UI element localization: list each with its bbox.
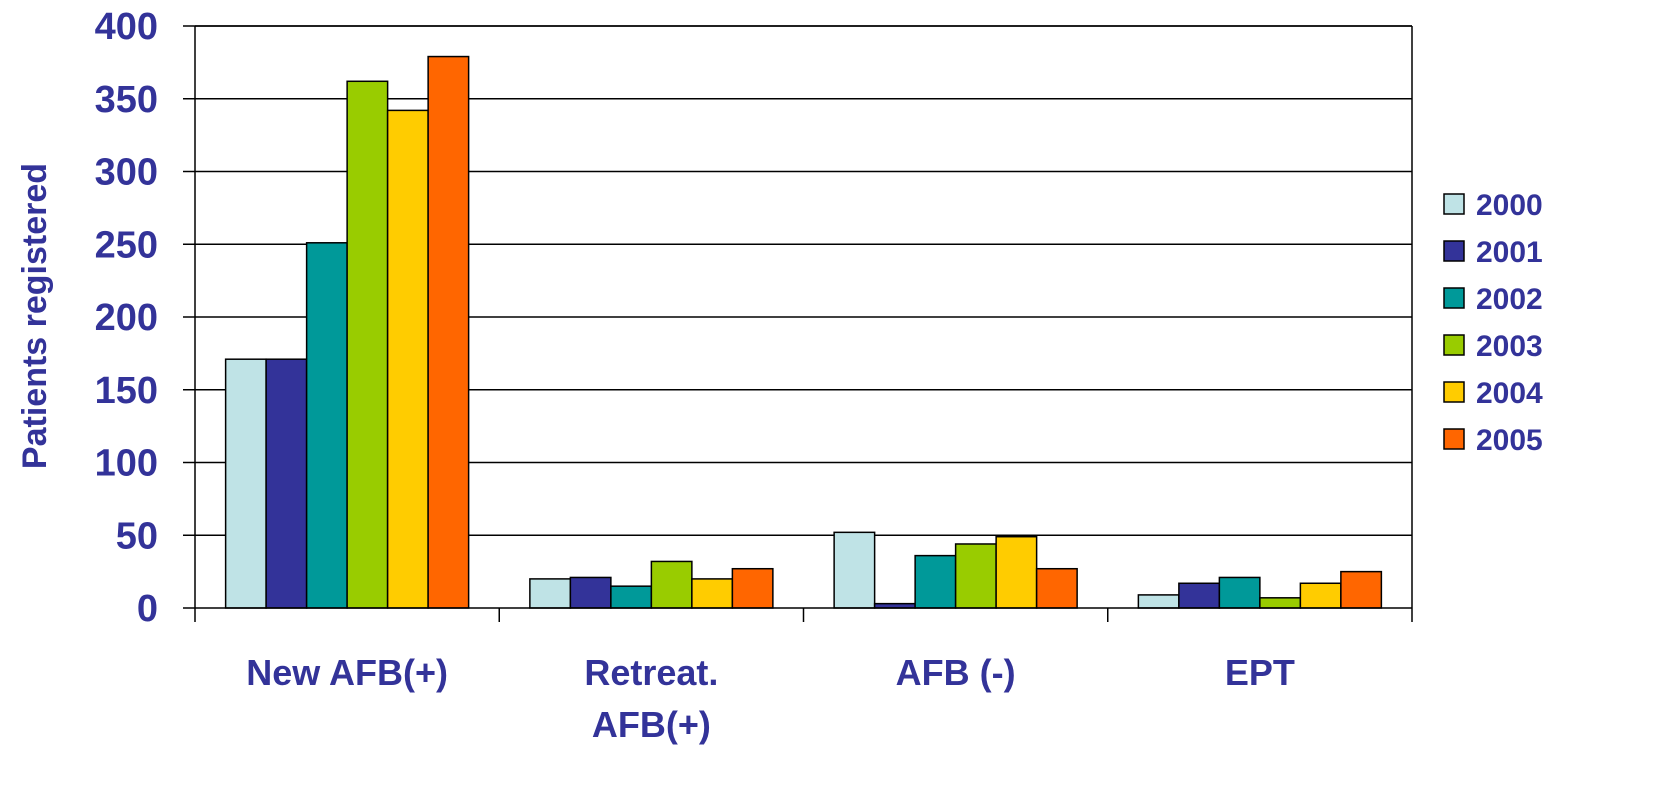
y-tick-label: 350	[95, 79, 158, 121]
bar-2002-cat-2	[914, 554, 957, 609]
legend-label-2004: 2004	[1476, 377, 1543, 410]
y-tick-label: 250	[95, 224, 158, 266]
bar-2005-cat-0	[427, 55, 470, 609]
bar-2001-cat-3	[1178, 582, 1221, 609]
bar-2002-cat-0	[305, 242, 348, 609]
bar-2000-cat-2	[833, 531, 876, 609]
legend-label-2003: 2003	[1476, 330, 1543, 363]
bar-2000-cat-0	[224, 358, 267, 609]
bar-2001-cat-0	[265, 358, 308, 609]
bar-2001-cat-1	[569, 576, 612, 609]
bar-2003-cat-0	[346, 80, 389, 609]
bar-2004-cat-0	[386, 109, 429, 609]
category-labels: New AFB(+) Retreat. AFB(+) AFB (-) EPT	[246, 652, 1295, 745]
y-tick-label: 0	[137, 588, 158, 630]
category-label: EPT	[1225, 652, 1295, 693]
legend-label-2001: 2001	[1476, 236, 1543, 269]
bar-2004-cat-3	[1299, 582, 1342, 609]
category-label: AFB (-)	[896, 652, 1016, 693]
y-axis-title: Patients registered	[16, 163, 54, 469]
y-tick-label: 100	[95, 443, 158, 485]
bar-2003-cat-3	[1259, 597, 1302, 609]
y-tick-label: 400	[95, 6, 158, 48]
axes	[194, 25, 1413, 622]
y-tick-label: 50	[116, 515, 158, 557]
bar-2005-cat-3	[1340, 570, 1383, 609]
legend-swatch-2002	[1443, 287, 1465, 309]
bar-2004-cat-1	[691, 578, 734, 609]
legend-swatch-2000	[1443, 193, 1465, 215]
y-tick-label: 150	[95, 370, 158, 412]
bars	[224, 55, 1383, 609]
legend-swatch-2004	[1443, 381, 1465, 403]
y-tick-label: 300	[95, 152, 158, 194]
bar-2002-cat-3	[1218, 576, 1261, 609]
legend-label-2002: 2002	[1476, 283, 1543, 316]
legend-swatch-2001	[1443, 240, 1465, 262]
category-label: New AFB(+)	[246, 652, 448, 693]
bar-2003-cat-2	[954, 543, 997, 609]
bar-2005-cat-2	[1035, 567, 1078, 609]
bar-2002-cat-1	[610, 585, 653, 609]
y-tick-label: 200	[95, 297, 158, 339]
bar-2000-cat-1	[529, 578, 572, 609]
bar-2005-cat-1	[731, 567, 774, 609]
y-tick-labels: 0 50 100 150 200 250 300 350 400	[95, 6, 158, 630]
legend-swatch-2005	[1443, 428, 1465, 450]
legend-label-2005: 2005	[1476, 424, 1543, 457]
legend: 2000 2001 2002 2003 2004 2005	[1443, 189, 1543, 457]
legend-label-2000: 2000	[1476, 189, 1543, 222]
legend-swatch-2003	[1443, 334, 1465, 356]
bar-2003-cat-1	[650, 560, 693, 609]
bar-2000-cat-3	[1137, 594, 1180, 609]
bar-2004-cat-2	[995, 535, 1038, 609]
category-label: Retreat. AFB(+)	[584, 652, 718, 745]
